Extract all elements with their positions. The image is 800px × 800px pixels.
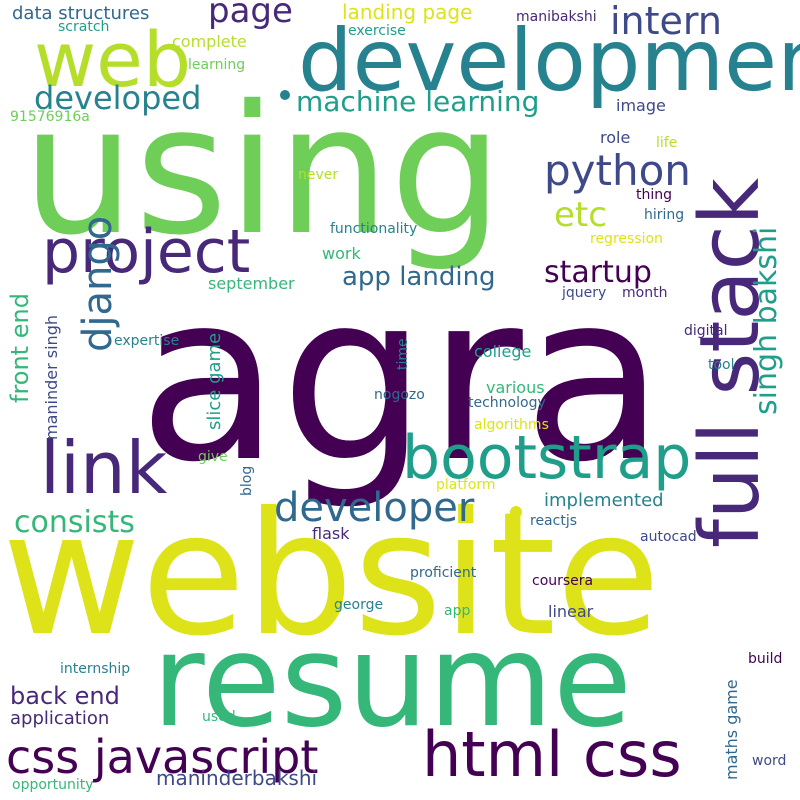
word-project: project <box>42 217 251 287</box>
word-resume: resume <box>152 607 632 756</box>
word-autocad: autocad <box>640 529 697 545</box>
word-etc: etc <box>554 195 607 235</box>
word-landing-page: landing page <box>342 0 473 24</box>
word-developed: developed <box>34 79 202 117</box>
word-python: python <box>544 146 691 195</box>
word-various: various <box>486 378 545 397</box>
word-django: django <box>75 215 121 352</box>
word-application: application <box>10 708 110 729</box>
word-developer: developer <box>274 485 475 531</box>
word-front-end: front end <box>6 293 34 403</box>
word-never: never <box>298 167 339 183</box>
word-coursera: coursera <box>532 573 594 589</box>
word-exercise: exercise <box>348 23 406 39</box>
word-machine-learning: machine learning <box>296 85 540 118</box>
word-platform: platform <box>436 477 496 493</box>
word-hiring: hiring <box>644 207 685 223</box>
word-internship: internship <box>60 661 131 677</box>
word-consists: consists <box>14 505 135 540</box>
word-html-css: html css <box>422 718 682 791</box>
word-back-end: back end <box>10 682 120 710</box>
word-app: app <box>444 603 471 619</box>
word-month: month <box>622 285 668 301</box>
word-flask: flask <box>312 524 350 543</box>
word-give: give <box>198 449 228 465</box>
word-time: time <box>395 338 411 370</box>
word-regression: regression <box>590 231 663 247</box>
word-learning: learning <box>188 57 246 73</box>
word-id-number: 91576916a <box>10 109 90 125</box>
word-digital: digital <box>684 323 728 339</box>
word-bootstrap: bootstrap <box>402 423 692 493</box>
word-development: development <box>298 11 800 111</box>
word-jquery: jquery <box>562 285 607 301</box>
word-agra: agra <box>138 243 665 513</box>
word-used: used <box>202 709 236 725</box>
word-image: image <box>616 96 666 115</box>
word-web: web <box>34 15 192 104</box>
word-tool: tool <box>708 357 735 373</box>
word-intern: intern <box>610 0 722 43</box>
word-manibakshi: manibakshi <box>516 9 597 25</box>
word-maninder-singh: maninder singh <box>42 315 61 440</box>
word-maths-game: maths game <box>722 679 741 780</box>
word-opportunity: opportunity <box>12 777 94 793</box>
word-word: word <box>752 753 787 769</box>
word-proficient: proficient <box>410 565 477 581</box>
word-thing: thing <box>636 187 673 203</box>
word-role: role <box>600 128 631 147</box>
word-implemented: implemented <box>544 490 664 511</box>
word-september: september <box>208 274 295 293</box>
word-link: link <box>40 426 168 510</box>
word-nogozo: nogozo <box>374 387 425 403</box>
word-scratch: scratch <box>58 19 110 35</box>
word-technology: technology <box>468 395 546 411</box>
word-website: website <box>2 476 661 674</box>
dot-yellow <box>510 506 522 518</box>
word-george: george <box>334 597 384 613</box>
word-css-javascript: css javascript <box>6 730 319 784</box>
word-using: using <box>22 67 503 274</box>
word-complete: complete <box>172 32 247 51</box>
word-college: college <box>474 342 532 361</box>
word-linear: linear <box>548 602 594 621</box>
word-startup: startup <box>544 255 652 290</box>
word-singh-bakshi: singh bakshi <box>749 226 784 415</box>
word-maninderbakshi: maninderbakshi <box>156 766 318 790</box>
word-work: work <box>322 244 361 263</box>
word-data-structures: data structures <box>12 3 150 24</box>
word-expertise: expertise <box>114 333 180 349</box>
word-slice-game: slice game <box>204 332 225 430</box>
word-page: page <box>208 0 293 31</box>
dot-teal <box>280 90 290 100</box>
word-blog: blog <box>239 465 255 496</box>
word-functionality: functionality <box>330 221 418 237</box>
word-app-landing: app landing <box>342 262 496 292</box>
word-algorithms: algorithms <box>474 417 549 433</box>
word-build: build <box>748 651 783 667</box>
word-life: life <box>656 135 678 151</box>
word-reactjs: reactjs <box>530 513 578 529</box>
